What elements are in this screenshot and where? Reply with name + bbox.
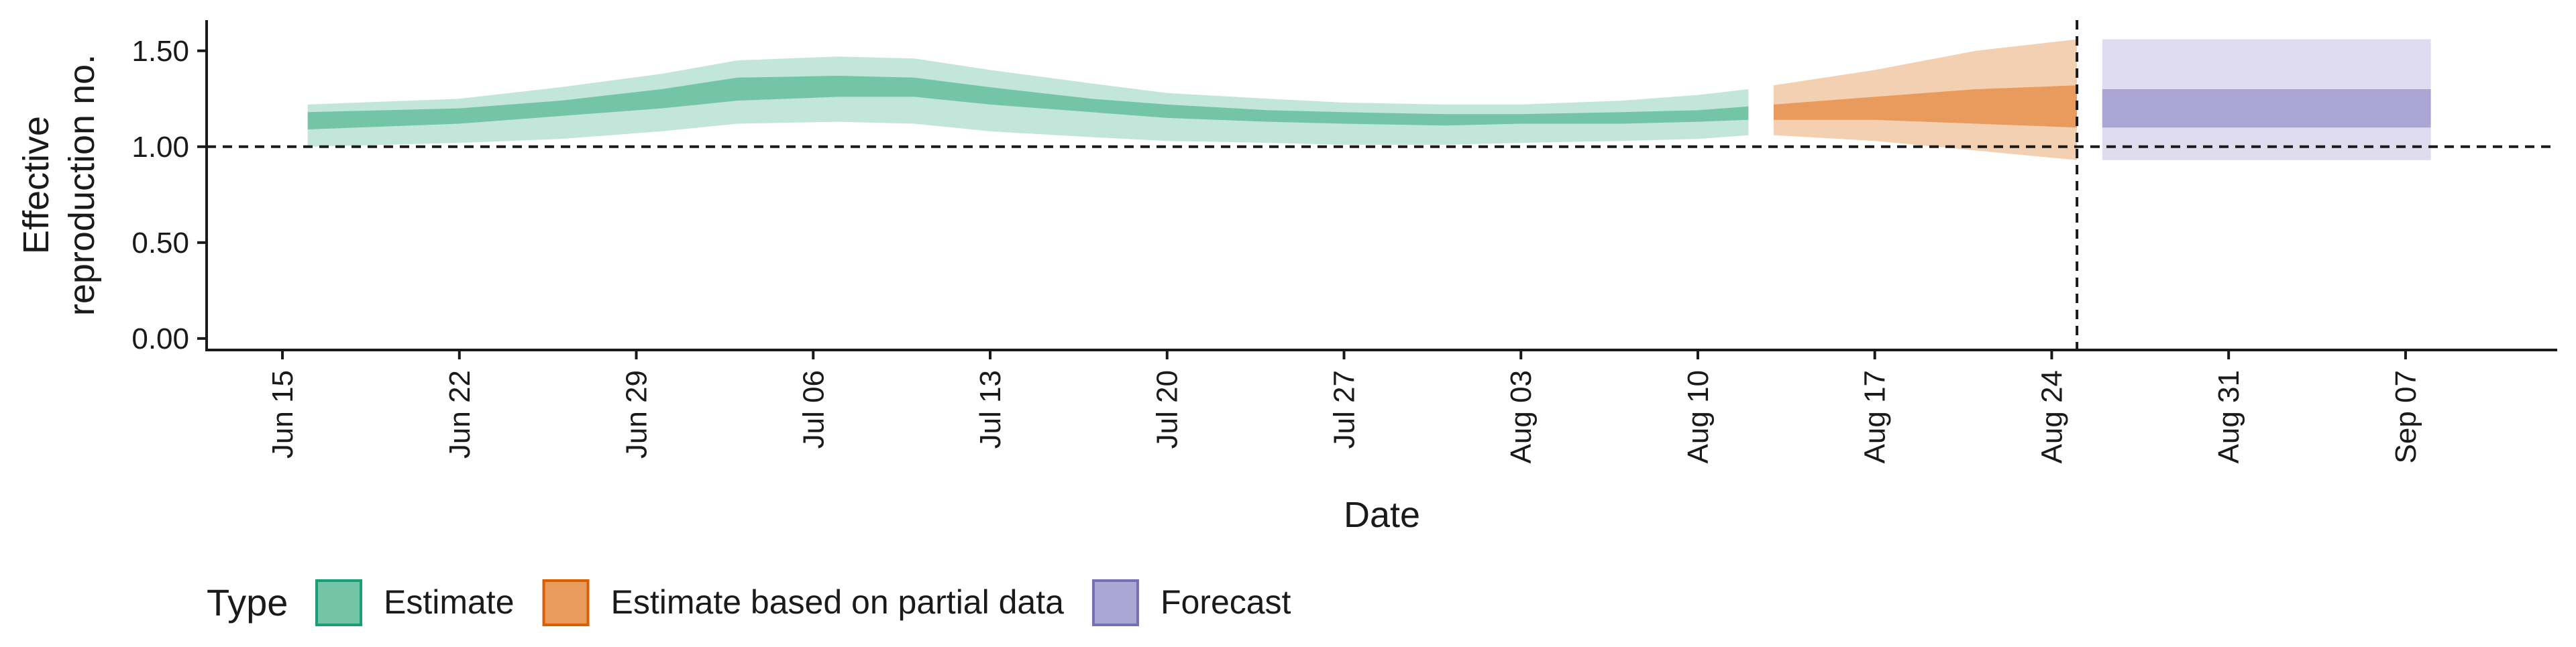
x-tick-label: Jul 06 bbox=[797, 370, 830, 449]
legend-label-forecast: Forecast bbox=[1161, 583, 1291, 621]
x-tick-label: Jun 15 bbox=[266, 370, 299, 459]
y-tick-label: 0.00 bbox=[131, 322, 189, 355]
x-tick-label: Aug 17 bbox=[1859, 370, 1892, 463]
band-50-estimate bbox=[307, 76, 1749, 129]
reference-lines bbox=[207, 20, 2557, 350]
y-tick-label: 1.50 bbox=[131, 35, 189, 68]
x-tick-label: Aug 31 bbox=[2212, 370, 2245, 463]
bands-layer bbox=[307, 39, 2431, 160]
axes: 0.00 0.50 1.00 1.50 Jun 15 Jun 22 Jun 29 Jul 06… bbox=[131, 20, 2557, 463]
x-tick-label: Jun 29 bbox=[621, 370, 653, 459]
band-50-forecast bbox=[2102, 89, 2431, 128]
y-axis-title-line-1: Effective bbox=[16, 116, 56, 254]
x-tick-label: Jul 27 bbox=[1328, 370, 1361, 449]
legend-swatch-estimate bbox=[315, 579, 362, 626]
legend: Type Estimate Estimate based on partial d… bbox=[207, 579, 1291, 626]
legend-swatch-forecast bbox=[1091, 579, 1139, 626]
legend-swatch-estimate-based-on-partial-data bbox=[542, 579, 590, 626]
x-tick-label: Aug 10 bbox=[1682, 370, 1715, 463]
x-tick-label: Sep 07 bbox=[2390, 370, 2422, 463]
y-tick-label: 0.50 bbox=[131, 227, 189, 259]
legend-title: Type bbox=[207, 581, 288, 624]
x-tick-label: Jul 20 bbox=[1151, 370, 1184, 449]
legend-label-estimate-based-on-partial-data: Estimate based on partial data bbox=[611, 583, 1065, 621]
x-tick-label: Jun 22 bbox=[443, 370, 476, 459]
band-50-estimate-based-on-partial-data bbox=[1774, 85, 2078, 128]
x-tick-label: Aug 03 bbox=[1505, 370, 1538, 463]
y-tick-label: 1.00 bbox=[131, 131, 189, 164]
x-tick-label: Jul 13 bbox=[974, 370, 1007, 449]
x-axis-title: Date bbox=[1344, 495, 1420, 535]
y-axis-title-line-2: reproduction no. bbox=[62, 54, 102, 316]
x-tick-label: Aug 24 bbox=[2036, 370, 2069, 463]
legend-label-estimate: Estimate bbox=[384, 583, 515, 621]
